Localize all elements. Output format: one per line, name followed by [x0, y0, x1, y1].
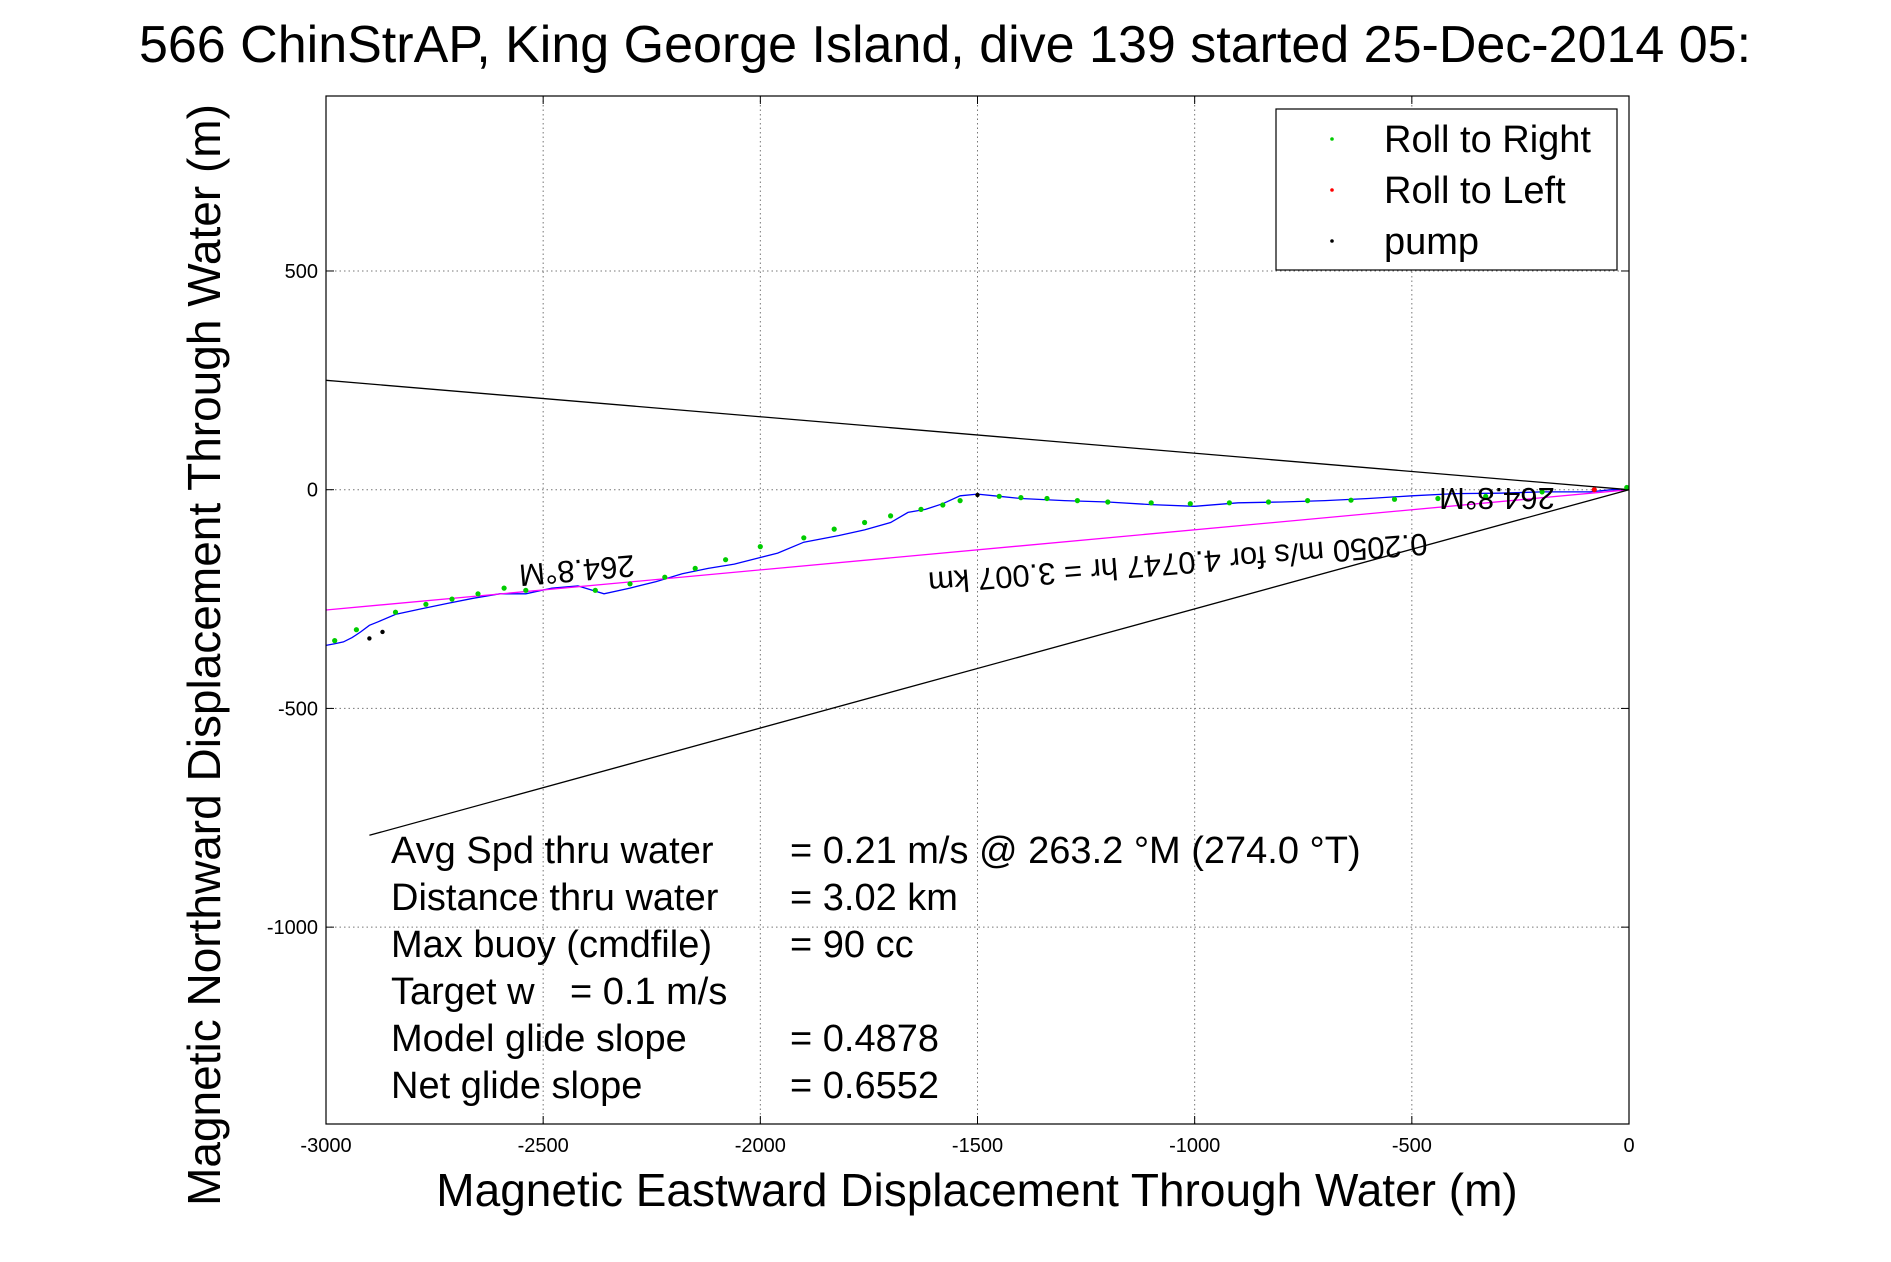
pump-marker [367, 636, 372, 641]
stat-value-target-w: = 0.1 m/s [570, 971, 727, 1013]
roll-right-marker [1018, 495, 1024, 501]
roll-right-marker [392, 609, 399, 615]
stat-value-avg-speed: = 0.21 m/s @ 263.2 °M (274.0 °T) [790, 830, 1361, 872]
roll-right-marker [1305, 498, 1311, 504]
stat-label-avg-speed: Avg Spd thru water [391, 830, 714, 872]
roll-right-marker [523, 587, 529, 593]
track-line [325, 489, 1629, 647]
roll-right-marker [1265, 499, 1272, 505]
net-heading-line [325, 489, 1630, 611]
roll-right-marker [1044, 495, 1050, 502]
roll-right-marker [862, 519, 868, 526]
roll-right-marker [449, 596, 455, 602]
y-tick-label: -500 [278, 698, 318, 720]
roll-right-marker [888, 513, 894, 519]
roll-right-marker [1483, 493, 1489, 499]
roll-right-marker [918, 506, 924, 512]
roll-right-marker [662, 574, 668, 580]
chart-title: 566 ChinStrAP, King George Island, dive … [139, 16, 1751, 74]
pump-marker [975, 492, 980, 498]
heading-label-right: 264.8°M [1439, 481, 1555, 516]
roll-right-marker [1148, 500, 1154, 506]
roll-right-marker [1074, 498, 1080, 504]
roll-right-marker [501, 585, 507, 591]
x-tick-label: -1500 [952, 1135, 1003, 1157]
roll-right-marker [957, 498, 963, 504]
roll-right-marker [1435, 495, 1441, 502]
axis-ticks: -3000 -2500 -2000 -1500 -1000 -500 0 500 0 -500 -1… [267, 96, 1635, 1157]
roll-right-marker [423, 601, 429, 607]
roll-right-marker [723, 557, 729, 563]
stat-value-distance: = 3.02 km [790, 877, 958, 919]
legend-marker-roll-right [1330, 137, 1334, 141]
y-tick-label: 0 [307, 480, 318, 502]
roll-right-marker [1624, 484, 1630, 491]
stat-label-target-w: Target w [391, 971, 535, 1013]
roll-right-marker [1348, 497, 1354, 503]
stat-label-net-glide-slope: Net glide slope [391, 1065, 642, 1107]
roll-right-marker [1187, 501, 1193, 507]
pump-marker [380, 629, 385, 635]
x-tick-label: -1000 [1169, 1135, 1220, 1157]
roll-right-marker [627, 581, 633, 587]
roll-right-marker [1539, 489, 1545, 495]
roll-left-marker [1591, 487, 1597, 493]
dive-statistics: Avg Spd thru water = 0.21 m/s @ 263.2 °M… [391, 830, 1361, 1107]
x-tick-label: -2000 [735, 1135, 786, 1157]
heading-cone-lower [369, 489, 1630, 836]
stat-label-max-buoy: Max buoy (cmdfile) [391, 924, 712, 966]
roll-right-marker [1391, 496, 1398, 502]
roll-right-marker [1105, 499, 1111, 505]
data-series [325, 379, 1630, 836]
roll-right-marker [353, 627, 359, 633]
y-tick-label: 500 [285, 261, 318, 283]
legend-label-roll-left: Roll to Left [1384, 170, 1566, 212]
legend-marker-roll-left [1330, 188, 1334, 192]
roll-right-marker [996, 493, 1002, 499]
y-tick-label: -1000 [267, 917, 318, 939]
roll-right-marker [1226, 500, 1232, 506]
roll-right-marker [831, 526, 837, 532]
stat-value-model-glide-slope: = 0.4878 [790, 1018, 939, 1060]
x-tick-label: -500 [1392, 1135, 1432, 1157]
x-axis-label: Magnetic Eastward Displacement Through W… [436, 1164, 1517, 1216]
stat-label-distance: Distance thru water [391, 877, 719, 919]
legend-label-roll-right: Roll to Right [1384, 119, 1591, 161]
stat-value-max-buoy: = 90 cc [790, 924, 914, 966]
x-tick-label: -3000 [300, 1135, 351, 1157]
x-tick-label: 0 [1623, 1135, 1634, 1157]
roll-right-marker [692, 565, 698, 572]
stat-value-net-glide-slope: = 0.6552 [790, 1065, 939, 1107]
data-markers [332, 484, 1630, 644]
legend: Roll to Right Roll to Left pump [1275, 108, 1618, 271]
roll-right-marker [592, 587, 598, 593]
heading-cone-upper [325, 379, 1630, 491]
stat-label-model-glide-slope: Model glide slope [391, 1018, 687, 1060]
legend-label-pump: pump [1384, 221, 1479, 263]
grid-lines [326, 96, 1629, 1124]
roll-right-marker [757, 544, 763, 550]
legend-marker-pump [1330, 239, 1334, 243]
x-tick-label: -2500 [518, 1135, 569, 1157]
roll-right-marker [475, 591, 481, 597]
y-axis-label: Magnetic Northward Displacement Through … [178, 104, 230, 1206]
roll-right-marker [940, 502, 946, 508]
roll-right-marker [332, 638, 338, 644]
roll-right-marker [801, 535, 807, 541]
